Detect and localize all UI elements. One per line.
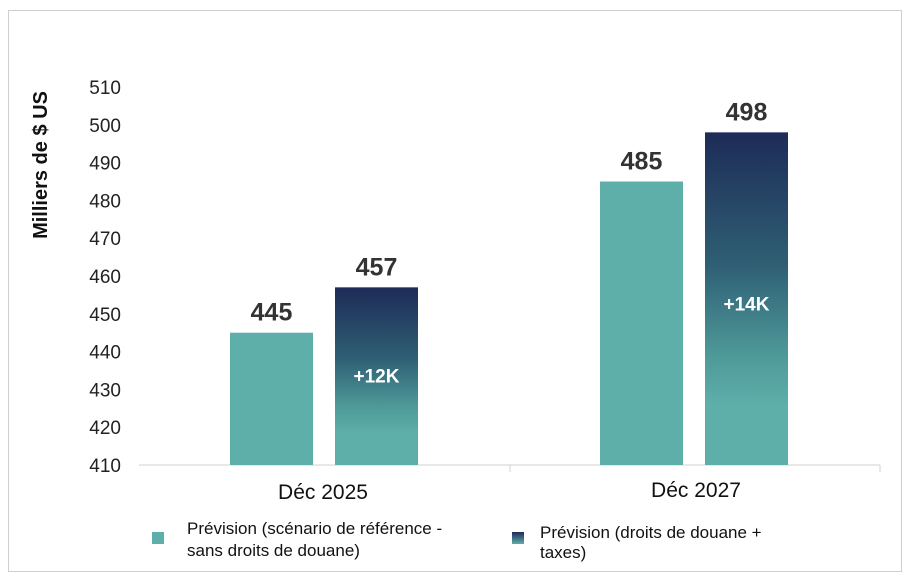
y-tick-label: 430 [89, 380, 121, 401]
data-label: 457 [356, 253, 398, 281]
y-tick-label: 440 [89, 343, 121, 364]
bar-tariffs [705, 132, 788, 466]
y-tick-label: 460 [89, 267, 121, 288]
bar-tariffs [335, 287, 418, 465]
y-tick-label: 500 [89, 116, 121, 137]
data-label: 498 [726, 98, 768, 126]
legend-label-baseline-line2: sans droits de douane) [187, 541, 360, 560]
data-label: 445 [251, 299, 293, 327]
increment-label: +12K [354, 366, 400, 387]
increment-label: +14K [724, 294, 770, 315]
bars-group: 445 485 457 +12K 498 +14K [230, 98, 788, 466]
category-label-1: Déc 2027 [651, 479, 741, 502]
y-tick-label: 490 [89, 154, 121, 175]
y-tick-label: 420 [89, 418, 121, 439]
legend: Prévision (scénario de référence - sans … [152, 519, 762, 562]
y-tick-label: 510 [89, 78, 121, 99]
legend-swatch-tariffs [512, 532, 524, 544]
legend-label-tariffs-line2: taxes) [540, 543, 586, 562]
bar-baseline [230, 332, 313, 465]
legend-label-baseline-line1: Prévision (scénario de référence - [187, 519, 442, 538]
bar-baseline [600, 181, 683, 465]
y-tick-label: 470 [89, 229, 121, 250]
legend-label-tariffs-line1: Prévision (droits de douane + [540, 523, 762, 542]
category-label-0: Déc 2025 [278, 481, 368, 504]
y-tick-label: 450 [89, 305, 121, 326]
legend-swatch-baseline [152, 532, 164, 544]
y-tick-label: 410 [89, 456, 121, 477]
y-tick-label: 480 [89, 191, 121, 212]
data-label: 485 [621, 148, 663, 176]
y-axis-ticks: 410 420 430 440 450 460 470 480 490 500 510 [89, 78, 121, 477]
y-axis-label: Milliers de $ US [30, 91, 52, 239]
